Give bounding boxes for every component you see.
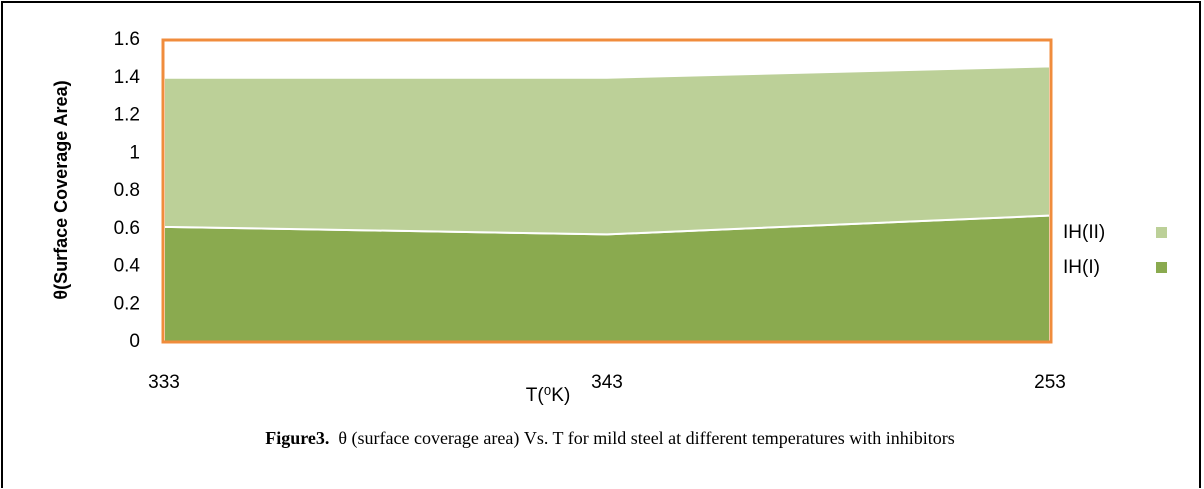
plot-frame [161, 38, 1053, 344]
x-tick-label: 343 [591, 372, 623, 393]
caption: Figure3. θ (surface coverage area) Vs. T… [250, 427, 970, 449]
area [163, 65, 1051, 236]
y-tick-label: 1 [129, 142, 140, 163]
legend-label: IH(I) [1063, 257, 1100, 278]
y-tick-label: 1.2 [114, 105, 140, 126]
legend-swatch [1156, 227, 1167, 238]
y-tick-label: 0.4 [114, 256, 141, 277]
y-tick-label: 0.6 [114, 218, 140, 239]
x-tick-label: 253 [1034, 372, 1066, 393]
y-tick-label: 1.4 [114, 67, 141, 88]
legend-swatch [1156, 262, 1167, 273]
y-tick-label: 0.2 [114, 293, 140, 314]
y-tick-label: 1.6 [114, 29, 140, 50]
caption-label: Figure3. [265, 428, 330, 448]
caption-text: θ (surface coverage area) Vs. T for mild… [338, 428, 955, 448]
y-tick-label: 0.8 [114, 180, 140, 201]
x-axis-title: T(⁰K) [526, 385, 571, 406]
y-tick-label: 0 [129, 331, 140, 352]
legend-label: IH(II) [1063, 222, 1105, 243]
y-axis-title: θ(Surface Coverage Area) [51, 80, 71, 299]
x-tick-label: 333 [148, 372, 180, 393]
